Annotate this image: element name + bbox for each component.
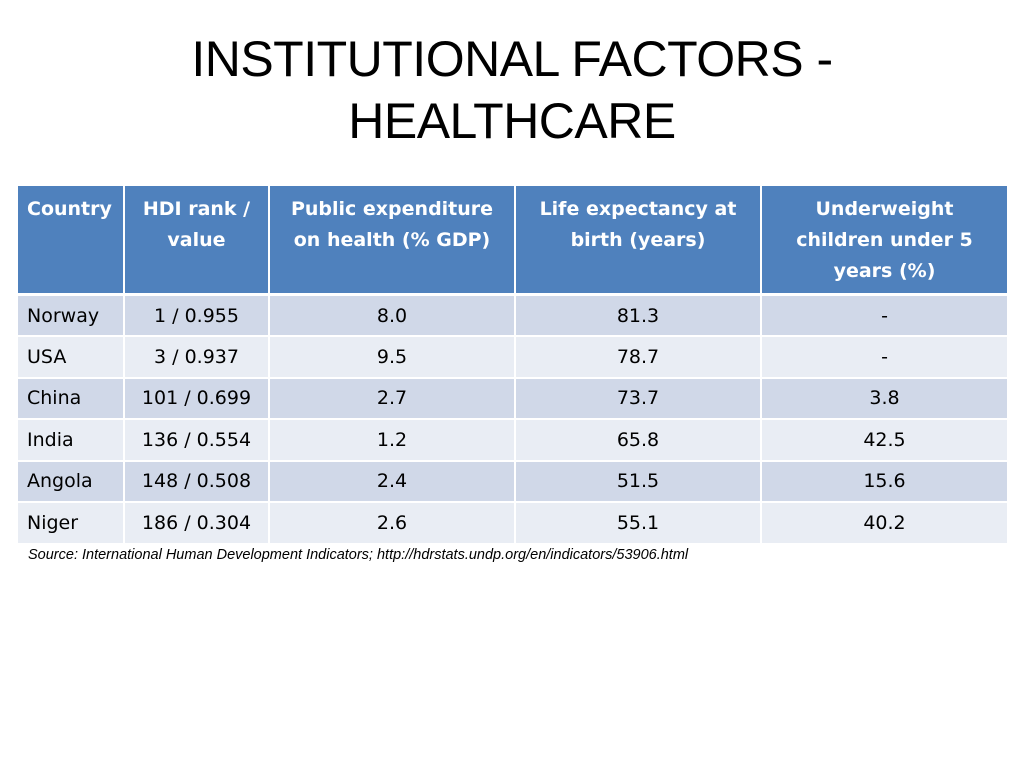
column-header-life-expectancy: Life expectancy at birth (years) <box>515 186 762 296</box>
table-cell: 2.4 <box>269 460 516 503</box>
table-cell: 2.7 <box>269 377 516 420</box>
slide-title-line-1: INSTITUTIONAL FACTORS - <box>191 31 833 87</box>
table-cell: 1 / 0.955 <box>124 294 270 337</box>
table-cell: 3 / 0.937 <box>124 336 270 379</box>
table-row: USA 3 / 0.937 9.5 78.7 - <box>18 336 1007 379</box>
table-row: China 101 / 0.699 2.7 73.7 3.8 <box>18 377 1007 420</box>
table-cell-country: USA <box>18 336 125 379</box>
table-cell: 8.0 <box>269 294 516 337</box>
table-cell: 15.6 <box>761 460 1007 503</box>
table-cell: - <box>761 336 1007 379</box>
table-cell: - <box>761 294 1007 337</box>
table-cell: 73.7 <box>515 377 762 420</box>
table-cell: 55.1 <box>515 502 762 545</box>
table-row: Niger 186 / 0.304 2.6 55.1 40.2 <box>18 502 1007 545</box>
table-row: Norway 1 / 0.955 8.0 81.3 - <box>18 294 1007 337</box>
table-cell: 136 / 0.554 <box>124 419 270 462</box>
healthcare-table: Country HDI rank / value Public expendit… <box>18 186 1007 545</box>
column-header-health-expenditure: Public expenditure on health (% GDP) <box>269 186 516 296</box>
table-cell: 1.2 <box>269 419 516 462</box>
table-row: India 136 / 0.554 1.2 65.8 42.5 <box>18 419 1007 462</box>
table-cell-country: Niger <box>18 502 125 545</box>
table-cell: 186 / 0.304 <box>124 502 270 545</box>
table-cell: 2.6 <box>269 502 516 545</box>
table-header-row: Country HDI rank / value Public expendit… <box>18 186 1007 296</box>
slide-title: INSTITUTIONAL FACTORS - HEALTHCARE <box>0 28 1024 152</box>
table-row: Angola 148 / 0.508 2.4 51.5 15.6 <box>18 460 1007 503</box>
table-cell-country: India <box>18 419 125 462</box>
table-cell: 148 / 0.508 <box>124 460 270 503</box>
column-header-country: Country <box>18 186 125 296</box>
table-cell-country: Norway <box>18 294 125 337</box>
table-cell: 65.8 <box>515 419 762 462</box>
table-cell: 51.5 <box>515 460 762 503</box>
table-cell-country: Angola <box>18 460 125 503</box>
table-cell: 101 / 0.699 <box>124 377 270 420</box>
source-citation: Source: International Human Development … <box>28 547 689 563</box>
table-cell: 40.2 <box>761 502 1007 545</box>
table-cell: 81.3 <box>515 294 762 337</box>
column-header-underweight-children: Underweight children under 5 years (%) <box>761 186 1007 296</box>
table-cell: 78.7 <box>515 336 762 379</box>
table-cell-country: China <box>18 377 125 420</box>
column-header-hdi: HDI rank / value <box>124 186 270 296</box>
table-cell: 3.8 <box>761 377 1007 420</box>
table-cell: 42.5 <box>761 419 1007 462</box>
slide-title-line-2: HEALTHCARE <box>348 93 676 149</box>
table-cell: 9.5 <box>269 336 516 379</box>
